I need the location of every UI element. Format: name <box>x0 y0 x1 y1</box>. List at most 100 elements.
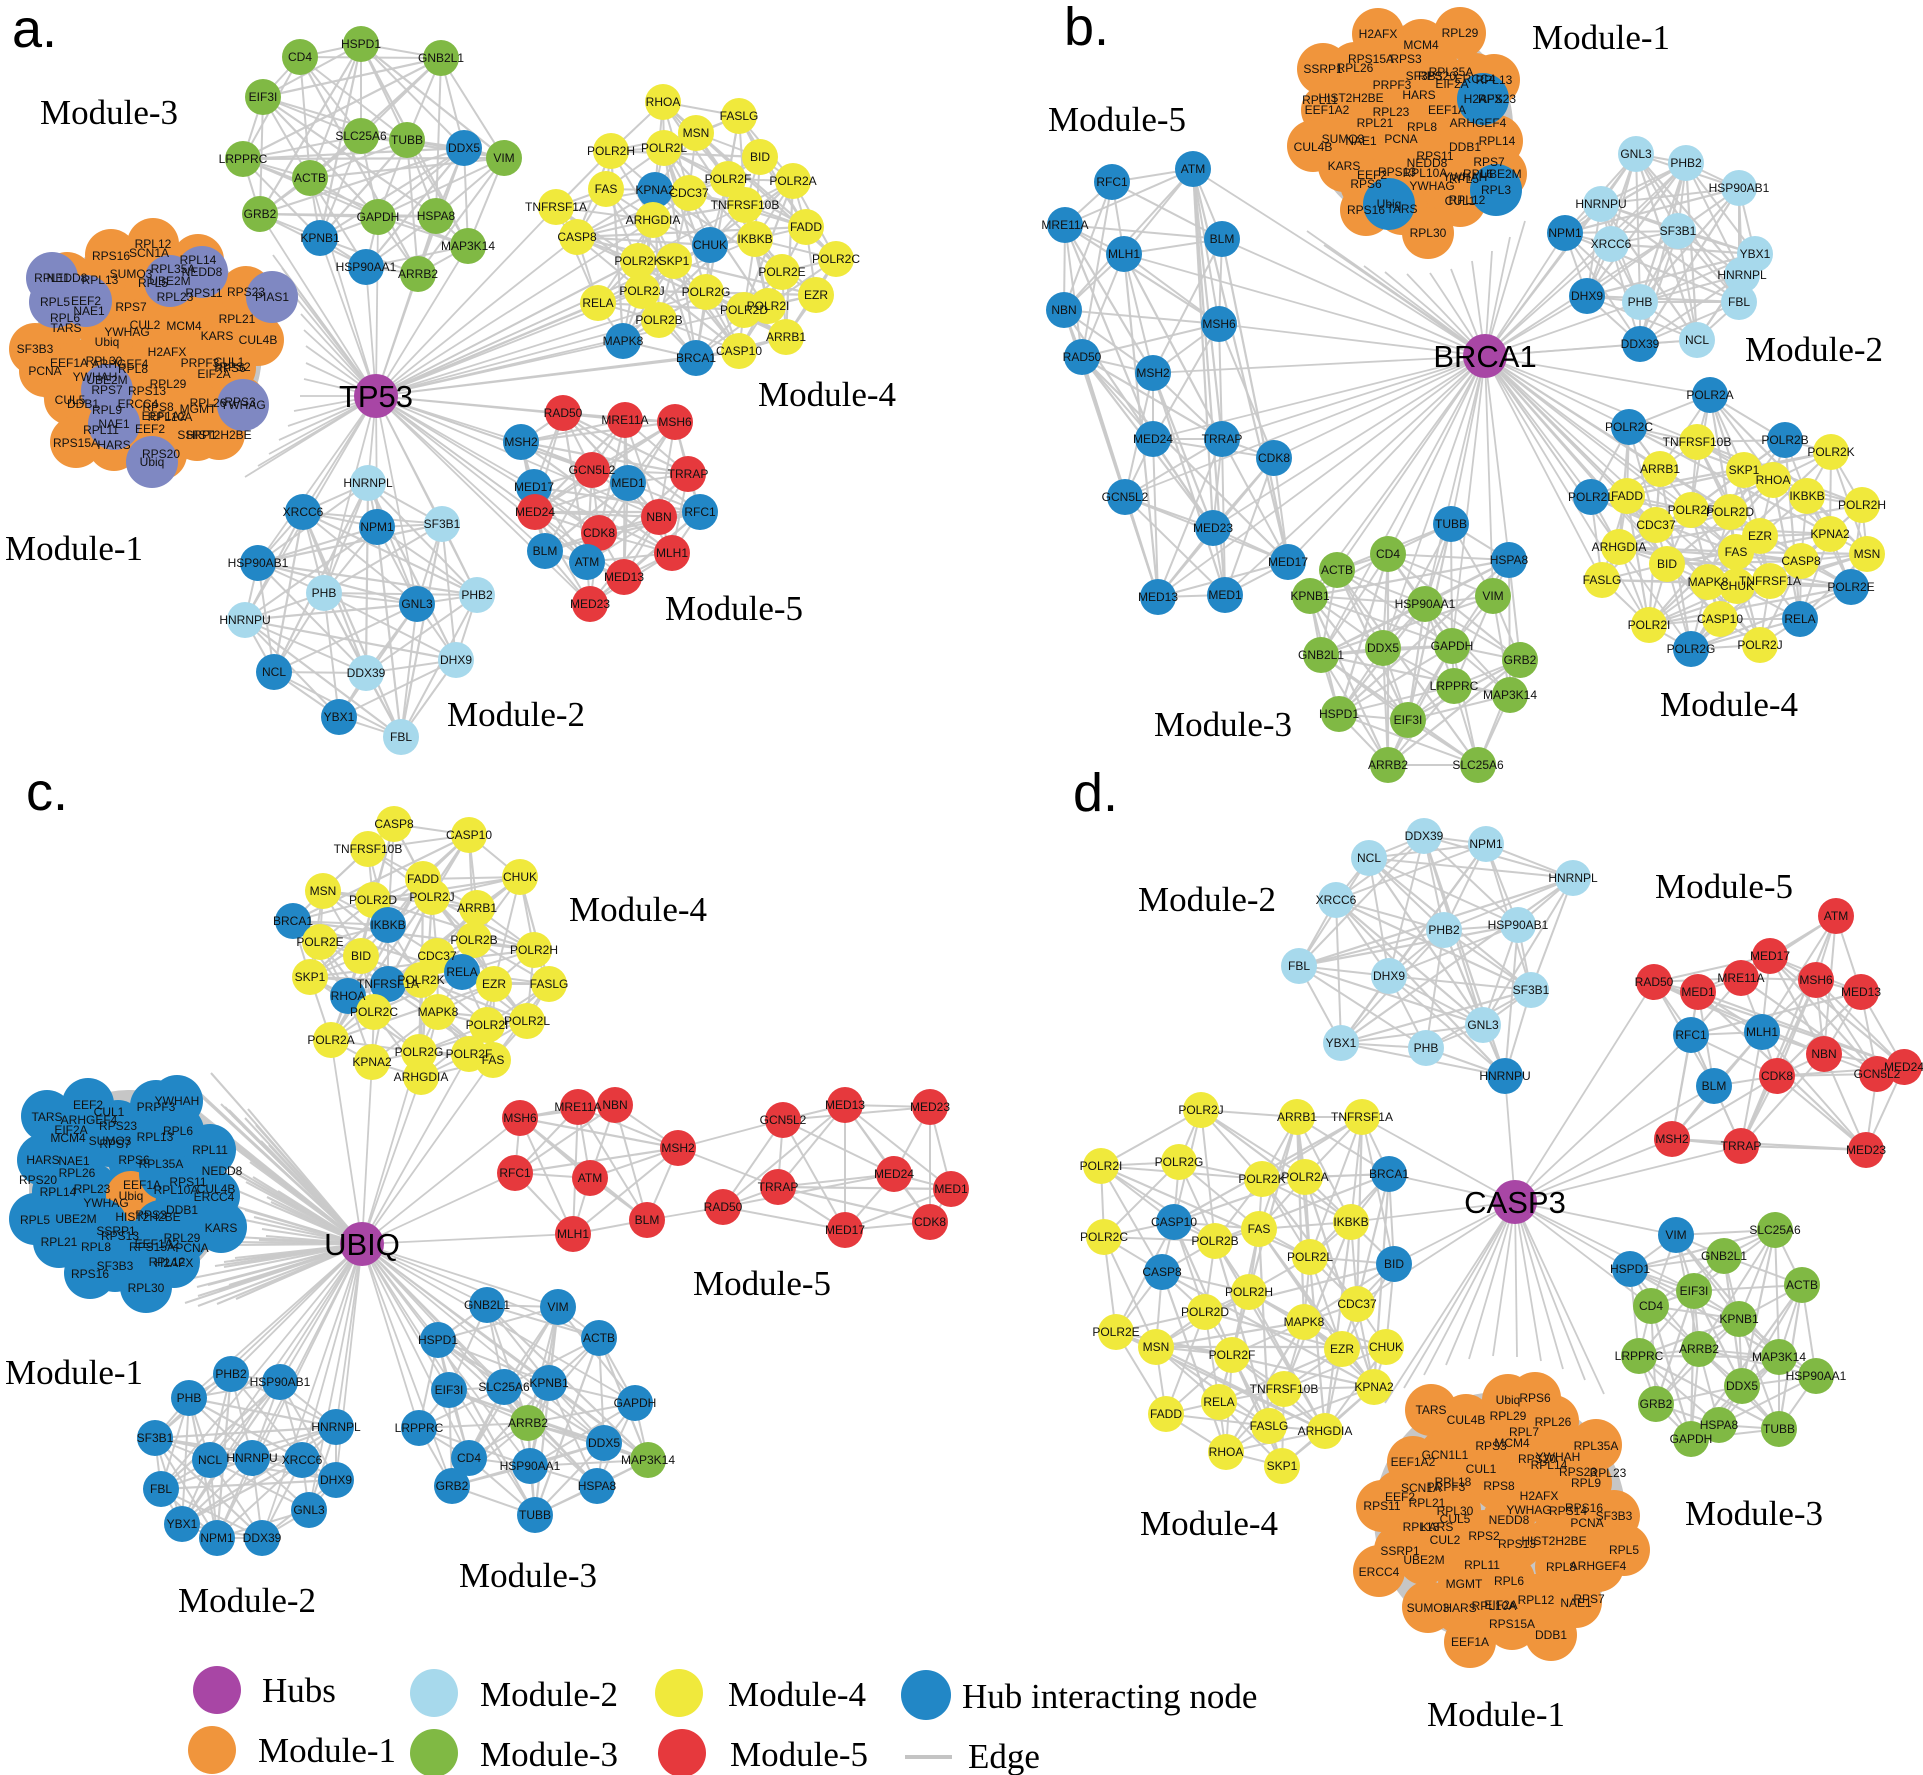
svg-text:EZR: EZR <box>1330 1342 1354 1356</box>
svg-text:GNL3: GNL3 <box>401 597 433 611</box>
svg-text:GAPDH: GAPDH <box>1431 639 1474 653</box>
svg-text:CUL4B: CUL4B <box>239 333 278 347</box>
svg-text:RPL5: RPL5 <box>138 276 168 290</box>
svg-text:EEF2: EEF2 <box>1385 1490 1415 1504</box>
svg-text:RPL23: RPL23 <box>1373 105 1410 119</box>
svg-text:FAS: FAS <box>1725 545 1748 559</box>
svg-text:RPS14: RPS14 <box>1549 1504 1587 1518</box>
svg-text:MCM4: MCM4 <box>166 319 202 333</box>
svg-text:CASP10: CASP10 <box>446 828 492 842</box>
svg-text:MED23: MED23 <box>1193 521 1233 535</box>
svg-text:RPL10A: RPL10A <box>1472 1599 1517 1613</box>
svg-text:CASP3: CASP3 <box>1464 1185 1566 1220</box>
svg-text:ARRB1: ARRB1 <box>1277 1110 1317 1124</box>
svg-text:ERCC4: ERCC4 <box>118 397 159 411</box>
svg-text:SF3B1: SF3B1 <box>1513 983 1550 997</box>
svg-text:ARHGDIA: ARHGDIA <box>1298 1424 1353 1438</box>
svg-text:ARRB2: ARRB2 <box>1368 758 1408 772</box>
svg-text:RPL11: RPL11 <box>34 271 70 285</box>
svg-text:BRCA1: BRCA1 <box>273 914 313 928</box>
svg-text:ERCC4: ERCC4 <box>1359 1565 1400 1579</box>
svg-text:ARRB1: ARRB1 <box>1640 462 1680 476</box>
svg-text:MED17: MED17 <box>514 480 554 494</box>
svg-text:MSN: MSN <box>683 126 710 140</box>
svg-text:RFC1: RFC1 <box>684 505 716 519</box>
svg-text:RPL35A: RPL35A <box>151 262 196 276</box>
svg-text:MAP3K14: MAP3K14 <box>1752 1350 1806 1364</box>
svg-text:EEF1A2: EEF1A2 <box>1305 103 1350 117</box>
svg-text:YWHAG: YWHAG <box>83 1196 128 1210</box>
svg-text:SSRP1: SSRP1 <box>1303 62 1343 76</box>
svg-text:RELA: RELA <box>446 965 477 979</box>
svg-text:ERCC4: ERCC4 <box>1455 72 1496 86</box>
svg-text:Ubiq: Ubiq <box>140 455 165 469</box>
svg-text:POLR2K: POLR2K <box>1238 1172 1285 1186</box>
svg-text:RPL14: RPL14 <box>1479 134 1516 148</box>
svg-text:UBE2M: UBE2M <box>1480 167 1521 181</box>
svg-text:MED23: MED23 <box>570 597 610 611</box>
svg-text:POLR2D: POLR2D <box>1706 505 1754 519</box>
svg-text:Module-3: Module-3 <box>459 1556 597 1595</box>
svg-text:POLR2B: POLR2B <box>1761 433 1808 447</box>
svg-text:ARHGEF4: ARHGEF4 <box>1570 1559 1627 1573</box>
svg-text:KARS: KARS <box>1328 159 1361 173</box>
svg-text:RPS23: RPS23 <box>227 285 265 299</box>
svg-text:HSPD1: HSPD1 <box>1610 1262 1650 1276</box>
svg-text:GCN1L1: GCN1L1 <box>1422 1448 1469 1462</box>
svg-text:RPL29: RPL29 <box>164 1231 201 1245</box>
svg-text:SF3B1: SF3B1 <box>1660 224 1697 238</box>
svg-text:HSPD1: HSPD1 <box>418 1333 458 1347</box>
svg-text:EIF2A: EIF2A <box>197 367 230 381</box>
svg-text:VIM: VIM <box>1482 589 1503 603</box>
svg-text:SF3B1: SF3B1 <box>137 1431 174 1445</box>
svg-text:MSH2: MSH2 <box>661 1141 695 1155</box>
svg-text:GNB2L1: GNB2L1 <box>464 1298 510 1312</box>
svg-text:CDC37: CDC37 <box>1337 1297 1377 1311</box>
svg-text:ARRB1: ARRB1 <box>766 330 806 344</box>
svg-text:BID: BID <box>351 949 371 963</box>
svg-text:RPL10A: RPL10A <box>148 410 193 424</box>
svg-text:HNRNPL: HNRNPL <box>311 1420 361 1434</box>
svg-text:TRRAP: TRRAP <box>1721 1139 1762 1153</box>
svg-text:DDB1: DDB1 <box>1449 140 1481 154</box>
svg-text:POLR2C: POLR2C <box>1605 420 1653 434</box>
svg-text:POLR2C: POLR2C <box>1080 1230 1128 1244</box>
svg-text:POLR2J: POLR2J <box>1178 1103 1223 1117</box>
svg-text:POLR2E: POLR2E <box>296 935 343 949</box>
svg-text:HSP90AB1: HSP90AB1 <box>228 556 289 570</box>
svg-text:POLR2D: POLR2D <box>349 893 397 907</box>
svg-text:DDX5: DDX5 <box>588 1436 620 1450</box>
svg-text:GRB2: GRB2 <box>436 1479 469 1493</box>
svg-text:GNL3: GNL3 <box>1467 1018 1499 1032</box>
svg-text:c.: c. <box>26 762 68 822</box>
svg-text:HSP90AB1: HSP90AB1 <box>1488 918 1549 932</box>
svg-text:BLM: BLM <box>635 1213 660 1227</box>
svg-text:PHB: PHB <box>1414 1041 1439 1055</box>
svg-text:XRCC6: XRCC6 <box>1591 237 1632 251</box>
svg-text:MGMT: MGMT <box>180 402 217 416</box>
svg-text:MCM4: MCM4 <box>50 1131 86 1145</box>
svg-text:MRE11A: MRE11A <box>1041 218 1088 232</box>
svg-text:YWHAG: YWHAG <box>220 398 265 412</box>
svg-text:RPL13: RPL13 <box>137 1130 174 1144</box>
svg-text:SUMO3: SUMO3 <box>1407 1601 1450 1615</box>
svg-text:RAD50: RAD50 <box>704 1200 743 1214</box>
svg-text:PHB: PHB <box>312 586 337 600</box>
svg-text:MED23: MED23 <box>1846 1143 1886 1157</box>
svg-text:YBX1: YBX1 <box>324 710 355 724</box>
svg-text:TRRAP: TRRAP <box>758 1180 799 1194</box>
svg-text:XRCC6: XRCC6 <box>282 1453 323 1467</box>
svg-text:YWHAH: YWHAH <box>155 1094 200 1108</box>
svg-text:RPL3: RPL3 <box>1481 183 1511 197</box>
svg-text:DHX9: DHX9 <box>1373 969 1405 983</box>
svg-text:CUL2: CUL2 <box>1430 1533 1461 1547</box>
svg-text:POLR2E: POLR2E <box>1827 580 1874 594</box>
svg-text:SLC25A6: SLC25A6 <box>335 129 387 143</box>
svg-text:RPS6: RPS6 <box>1519 1391 1551 1405</box>
svg-text:POLR2B: POLR2B <box>1191 1234 1238 1248</box>
svg-text:Module-5: Module-5 <box>1655 867 1793 906</box>
svg-text:TNFRSF1A: TNFRSF1A <box>1331 1110 1393 1124</box>
svg-text:LRPPRC: LRPPRC <box>219 152 268 166</box>
svg-text:Module-5: Module-5 <box>1048 100 1186 139</box>
svg-text:YBX1: YBX1 <box>167 1517 198 1531</box>
